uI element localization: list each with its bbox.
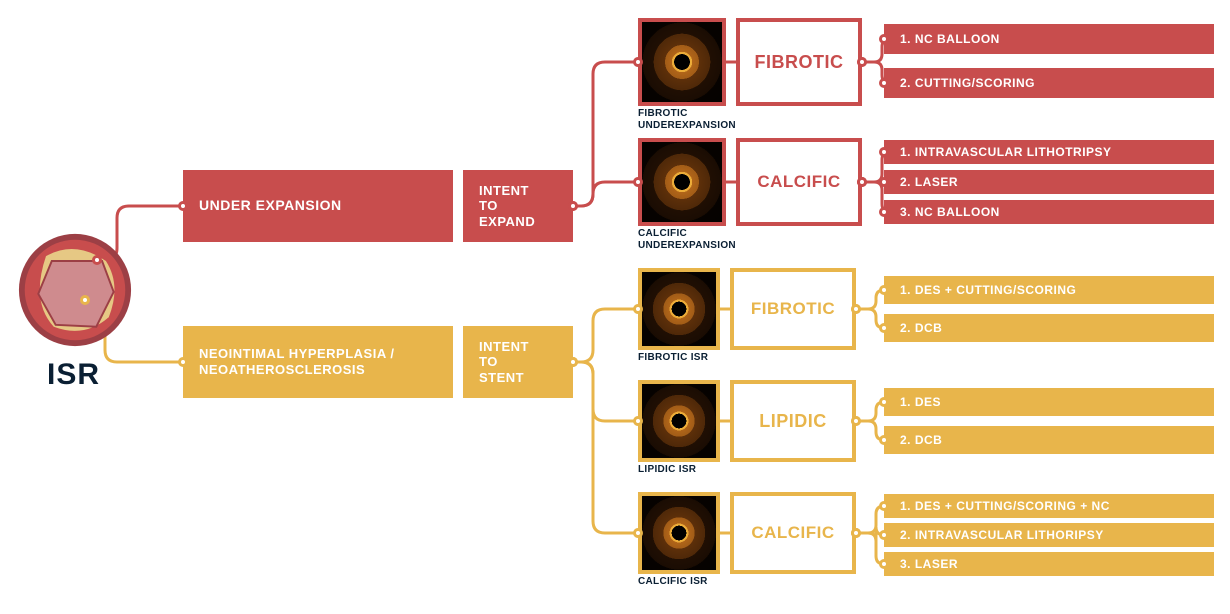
bottom-bar-0-1: 2. DCB [884,314,1214,342]
bottom-bar-1-1: 2. DCB [884,426,1214,454]
bottom-type-1: LIPIDIC [730,380,856,462]
top-bar-0-0: 1. NC BALLOON [884,24,1214,54]
isr-circle [17,232,133,348]
top-primary-box: UNDER EXPANSION [183,170,453,242]
bottom-thumb-2 [638,492,720,574]
top-caption-0: FIBROTIC UNDEREXPANSION [638,108,736,131]
bottom-bar-0-0: 1. DES + CUTTING/SCORING [884,276,1214,304]
bottom-thumb-0 [638,268,720,350]
bottom-caption-1: LIPIDIC ISR [638,464,696,476]
bottom-bar-2-2: 3. LASER [884,552,1214,576]
top-type-0: FIBROTIC [736,18,862,106]
bottom-type-0: FIBROTIC [730,268,856,350]
bottom-caption-0: FIBROTIC ISR [638,352,708,364]
bottom-type-2: CALCIFIC [730,492,856,574]
top-intent-box: INTENT TO EXPAND [463,170,573,242]
top-bar-0-1: 2. CUTTING/SCORING [884,68,1214,98]
isr-label: ISR [47,358,100,392]
bottom-thumb-1 [638,380,720,462]
bottom-intent-box: INTENT TO STENT [463,326,573,398]
bottom-bar-2-0: 1. DES + CUTTING/SCORING + NC [884,494,1214,518]
top-thumb-1 [638,138,726,226]
top-bar-1-1: 2. LASER [884,170,1214,194]
top-bar-1-0: 1. INTRAVASCULAR LITHOTRIPSY [884,140,1214,164]
bottom-bar-1-0: 1. DES [884,388,1214,416]
top-thumb-0 [638,18,726,106]
top-type-1: CALCIFIC [736,138,862,226]
top-caption-1: CALCIFIC UNDEREXPANSION [638,228,736,251]
bottom-caption-2: CALCIFIC ISR [638,576,708,588]
bottom-primary-box: NEOINTIMAL HYPERPLASIA / NEOATHEROSCLERO… [183,326,453,398]
top-bar-1-2: 3. NC BALLOON [884,200,1214,224]
bottom-bar-2-1: 2. INTRAVASCULAR LITHORIPSY [884,523,1214,547]
